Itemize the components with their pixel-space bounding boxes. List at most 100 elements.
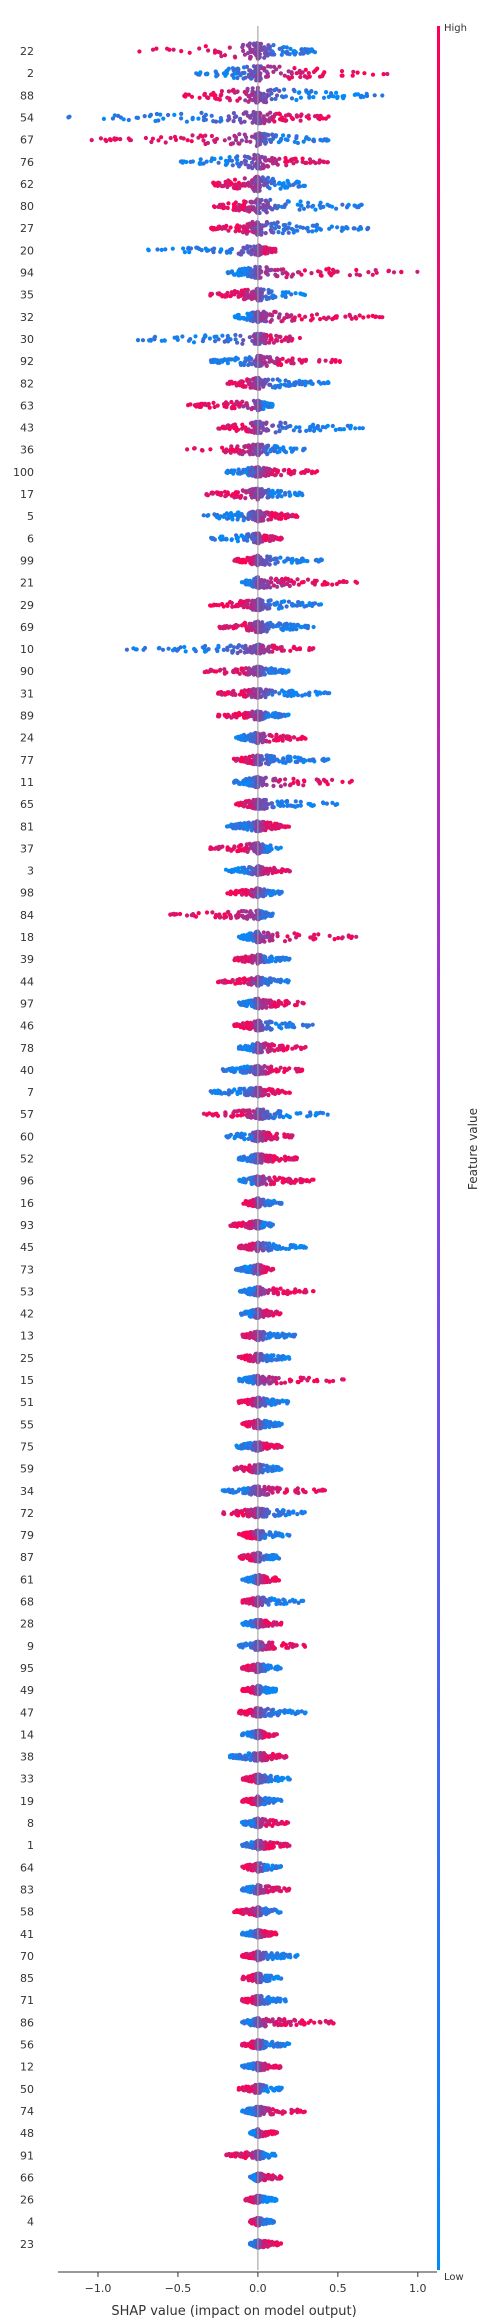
shap-point bbox=[304, 88, 309, 93]
shap-point bbox=[259, 668, 264, 673]
shap-point bbox=[333, 427, 338, 432]
shap-point bbox=[276, 334, 282, 339]
shap-point bbox=[240, 230, 246, 235]
shap-point bbox=[274, 600, 280, 605]
shap-point bbox=[272, 88, 277, 93]
shap-point bbox=[229, 158, 235, 163]
shap-point bbox=[226, 713, 231, 718]
shap-point bbox=[244, 110, 249, 115]
shap-point bbox=[303, 736, 308, 741]
shap-point bbox=[289, 96, 295, 101]
shap-point bbox=[270, 472, 275, 477]
shap-point bbox=[270, 494, 275, 499]
shap-point bbox=[242, 715, 247, 720]
shap-point bbox=[252, 291, 257, 296]
shap-point bbox=[233, 55, 238, 60]
shap-point bbox=[237, 132, 242, 137]
shap-point bbox=[156, 138, 161, 143]
shap-point bbox=[254, 377, 260, 382]
shap-point bbox=[196, 116, 201, 121]
shap-point bbox=[275, 162, 280, 167]
shap-point bbox=[168, 135, 173, 141]
shap-point bbox=[284, 669, 289, 675]
shap-point bbox=[292, 66, 297, 71]
shap-point bbox=[222, 404, 227, 409]
shap-point bbox=[311, 139, 317, 144]
shap-point bbox=[267, 186, 272, 191]
shap-point bbox=[295, 270, 301, 275]
shap-point bbox=[415, 269, 420, 274]
shap-point bbox=[246, 449, 251, 454]
shap-point bbox=[189, 139, 194, 144]
shap-point bbox=[285, 424, 290, 429]
shap-point bbox=[118, 137, 123, 142]
shap-point bbox=[270, 513, 275, 519]
shap-point bbox=[187, 250, 192, 255]
shap-point bbox=[260, 314, 265, 319]
shap-point bbox=[219, 118, 224, 123]
shap-point bbox=[334, 90, 339, 95]
feature-row-10 bbox=[124, 642, 316, 656]
shap-point bbox=[275, 757, 280, 762]
shap-point bbox=[240, 426, 245, 431]
shap-point bbox=[238, 116, 243, 121]
shap-point bbox=[228, 225, 233, 230]
shap-point bbox=[297, 313, 302, 318]
shap-point bbox=[274, 512, 279, 517]
shap-point bbox=[354, 267, 359, 273]
shap-point bbox=[324, 138, 329, 143]
shap-point bbox=[209, 113, 214, 118]
shap-point bbox=[241, 267, 246, 272]
shap-point bbox=[343, 314, 348, 319]
shap-point bbox=[289, 560, 294, 565]
shap-point bbox=[142, 645, 148, 651]
shap-point bbox=[268, 598, 273, 603]
shap-point bbox=[277, 621, 282, 626]
shap-point bbox=[287, 221, 292, 226]
shap-point bbox=[275, 488, 281, 493]
shap-point bbox=[355, 70, 360, 75]
shap-point bbox=[230, 88, 235, 93]
shap-point bbox=[98, 136, 103, 141]
shap-point bbox=[268, 448, 273, 453]
shap-point bbox=[268, 319, 273, 324]
shap-point bbox=[230, 270, 235, 275]
shap-point bbox=[256, 188, 261, 193]
shap-point bbox=[339, 427, 344, 432]
shap-point bbox=[230, 649, 235, 654]
shap-point bbox=[267, 137, 272, 142]
shap-point bbox=[271, 43, 276, 48]
shap-point bbox=[201, 118, 206, 123]
shap-point bbox=[238, 73, 243, 78]
shap-point bbox=[277, 537, 282, 542]
shap-point bbox=[240, 45, 245, 50]
shap-point bbox=[334, 315, 339, 320]
shap-point bbox=[268, 51, 273, 56]
shap-point bbox=[264, 210, 269, 215]
shap-point bbox=[259, 197, 264, 203]
shap-point bbox=[258, 165, 263, 170]
shap-point bbox=[286, 69, 291, 74]
shap-point bbox=[282, 623, 287, 628]
shap-point bbox=[230, 381, 235, 386]
shap-point bbox=[264, 69, 269, 74]
shap-point bbox=[250, 181, 255, 186]
shap-point bbox=[317, 159, 323, 164]
shap-point bbox=[218, 358, 223, 363]
shap-point bbox=[283, 777, 288, 782]
shap-point bbox=[295, 514, 300, 519]
shap-point bbox=[301, 139, 306, 144]
shap-point bbox=[251, 117, 256, 122]
shap-point bbox=[309, 271, 314, 276]
shap-point bbox=[276, 140, 281, 145]
shap-point bbox=[350, 73, 355, 78]
feature-row-2 bbox=[194, 64, 390, 83]
shap-point bbox=[360, 426, 365, 431]
shap-point bbox=[271, 69, 276, 74]
shap-point bbox=[273, 430, 278, 435]
shap-point bbox=[260, 470, 265, 475]
shap-point bbox=[275, 383, 280, 389]
shap-point bbox=[242, 158, 247, 163]
shap-point bbox=[140, 338, 146, 343]
shap-point bbox=[227, 136, 232, 141]
